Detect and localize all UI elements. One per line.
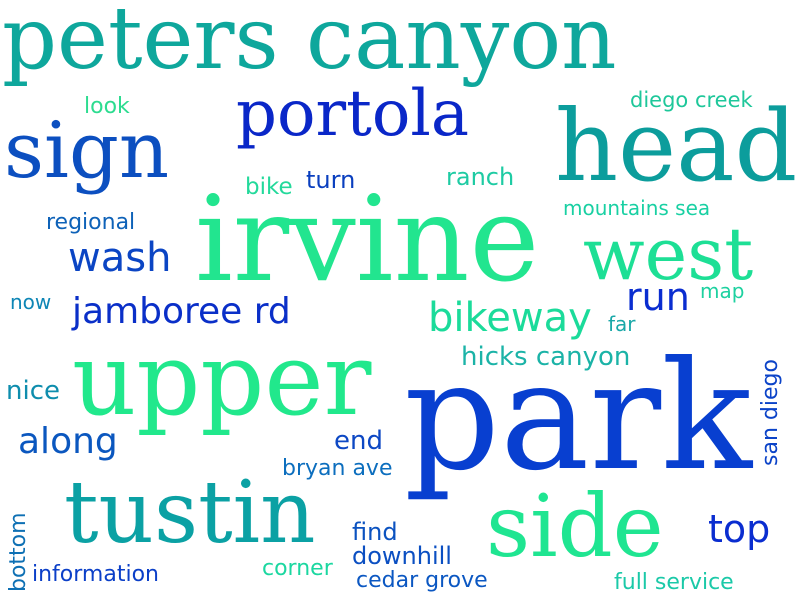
word-run: run [626,275,690,319]
word-regional: regional [46,210,136,235]
word-irvine: irvine [195,170,540,308]
word-now: now [10,290,52,314]
word-tustin: tustin [64,463,316,563]
word-upper: upper [72,321,372,438]
word-jamboree-rd: jamboree rd [72,291,291,332]
word-look: look [84,94,130,119]
word-mountains-sea: mountains sea [563,196,711,220]
word-sign: sign [4,106,170,196]
word-diego-creek: diego creek [630,88,753,112]
word-bike: bike [245,174,293,200]
word-side: side [486,477,664,577]
word-full-service: full service [614,570,734,595]
word-end: end [334,426,383,456]
word-head: head [555,90,798,204]
word-along: along [18,421,118,462]
word-wash: wash [68,235,172,281]
word-peters-canyon: peters canyon [2,0,617,89]
word-downhill: downhill [352,542,452,570]
word-bryan-ave: bryan ave [282,456,393,481]
word-bottom: bottom [6,512,31,592]
word-ranch: ranch [446,163,515,191]
word-top: top [708,507,771,551]
word-hicks-canyon: hicks canyon [461,342,631,372]
word-turn: turn [306,166,356,194]
word-find: find [352,518,398,546]
word-san-diego: san diego [758,359,783,466]
word-map: map [700,279,745,303]
word-far: far [608,312,636,336]
word-cedar-grove: cedar grove [356,568,488,593]
word-corner: corner [262,556,333,581]
word-bikeway: bikeway [428,295,592,341]
word-west: west [583,212,754,296]
word-portola: portola [236,77,469,151]
word-information: information [32,562,159,587]
word-nice: nice [6,376,60,406]
word-park: park [404,330,753,504]
